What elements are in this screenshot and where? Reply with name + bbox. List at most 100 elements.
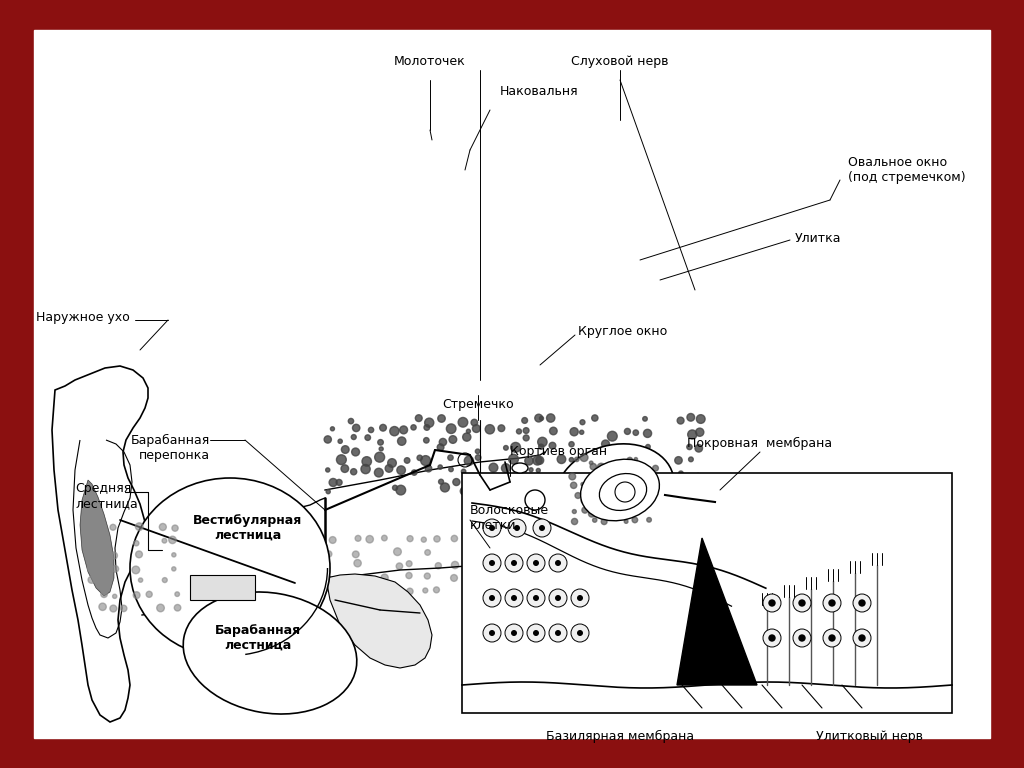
- Circle shape: [433, 587, 439, 593]
- Circle shape: [360, 465, 371, 474]
- Circle shape: [434, 536, 440, 542]
- Circle shape: [462, 469, 466, 474]
- Circle shape: [338, 439, 342, 443]
- Circle shape: [505, 589, 523, 607]
- Circle shape: [539, 444, 544, 449]
- Circle shape: [679, 484, 684, 489]
- Circle shape: [763, 629, 781, 647]
- Circle shape: [527, 554, 545, 572]
- Circle shape: [110, 525, 116, 530]
- Text: Барабанная
лестница: Барабанная лестница: [215, 624, 301, 652]
- Circle shape: [394, 588, 400, 594]
- Circle shape: [146, 591, 153, 598]
- Circle shape: [620, 453, 627, 461]
- Circle shape: [540, 485, 547, 493]
- Circle shape: [625, 429, 631, 435]
- Circle shape: [514, 525, 520, 531]
- Circle shape: [620, 486, 623, 489]
- Circle shape: [569, 442, 574, 447]
- Circle shape: [337, 455, 346, 465]
- Circle shape: [375, 468, 383, 477]
- Circle shape: [412, 470, 417, 475]
- Circle shape: [489, 560, 495, 566]
- Circle shape: [362, 457, 372, 466]
- Bar: [462, 473, 952, 713]
- Bar: [190, 575, 255, 600]
- Circle shape: [425, 465, 432, 472]
- Circle shape: [451, 574, 458, 581]
- Circle shape: [695, 473, 700, 478]
- Circle shape: [606, 465, 613, 473]
- Ellipse shape: [183, 592, 356, 714]
- Circle shape: [489, 463, 498, 472]
- Circle shape: [592, 415, 598, 421]
- Circle shape: [662, 498, 671, 506]
- Circle shape: [687, 413, 694, 421]
- Circle shape: [381, 574, 388, 581]
- Circle shape: [549, 624, 567, 642]
- Circle shape: [696, 415, 706, 423]
- Circle shape: [637, 508, 641, 511]
- Circle shape: [132, 566, 139, 574]
- Circle shape: [635, 484, 643, 492]
- Circle shape: [421, 455, 430, 465]
- Circle shape: [157, 604, 165, 612]
- Text: Улитка: Улитка: [795, 231, 842, 244]
- Circle shape: [597, 463, 605, 471]
- Circle shape: [473, 575, 480, 583]
- Circle shape: [493, 576, 497, 581]
- Circle shape: [330, 537, 336, 544]
- Circle shape: [472, 425, 480, 432]
- Circle shape: [498, 425, 505, 432]
- Circle shape: [859, 600, 865, 606]
- Circle shape: [571, 589, 589, 607]
- Circle shape: [475, 455, 481, 460]
- Circle shape: [625, 520, 628, 523]
- Text: Средняя
лестница: Средняя лестница: [75, 482, 138, 510]
- Circle shape: [378, 439, 383, 445]
- Circle shape: [354, 560, 361, 567]
- Circle shape: [535, 498, 543, 506]
- Circle shape: [341, 465, 348, 472]
- Circle shape: [793, 629, 811, 647]
- Text: Вестибулярная
лестница: Вестибулярная лестница: [194, 514, 303, 542]
- Circle shape: [590, 463, 596, 470]
- Circle shape: [634, 495, 642, 503]
- Circle shape: [646, 445, 650, 449]
- Circle shape: [608, 485, 611, 488]
- Circle shape: [175, 592, 179, 597]
- Circle shape: [627, 457, 633, 463]
- Circle shape: [111, 552, 118, 559]
- Circle shape: [549, 442, 556, 449]
- Circle shape: [169, 536, 176, 544]
- Circle shape: [355, 535, 361, 541]
- Circle shape: [620, 468, 627, 475]
- Circle shape: [502, 484, 511, 493]
- Circle shape: [592, 488, 599, 496]
- Circle shape: [522, 418, 527, 423]
- Circle shape: [612, 456, 617, 461]
- Circle shape: [328, 587, 333, 592]
- Text: Молоточек: Молоточек: [394, 55, 466, 68]
- Circle shape: [396, 563, 402, 569]
- Circle shape: [369, 427, 374, 432]
- Circle shape: [539, 525, 545, 531]
- Circle shape: [688, 430, 697, 439]
- Circle shape: [351, 435, 356, 439]
- Circle shape: [637, 477, 642, 482]
- Circle shape: [517, 563, 525, 570]
- Circle shape: [505, 624, 523, 642]
- Circle shape: [489, 595, 495, 601]
- Circle shape: [438, 415, 445, 422]
- Ellipse shape: [599, 474, 646, 511]
- Circle shape: [489, 525, 495, 531]
- Circle shape: [601, 440, 609, 448]
- Circle shape: [435, 563, 441, 569]
- Circle shape: [453, 478, 460, 485]
- Circle shape: [799, 600, 805, 606]
- Circle shape: [100, 539, 104, 544]
- Circle shape: [397, 437, 406, 445]
- Circle shape: [622, 445, 628, 451]
- Circle shape: [647, 518, 651, 522]
- Text: Слуховой нерв: Слуховой нерв: [571, 55, 669, 68]
